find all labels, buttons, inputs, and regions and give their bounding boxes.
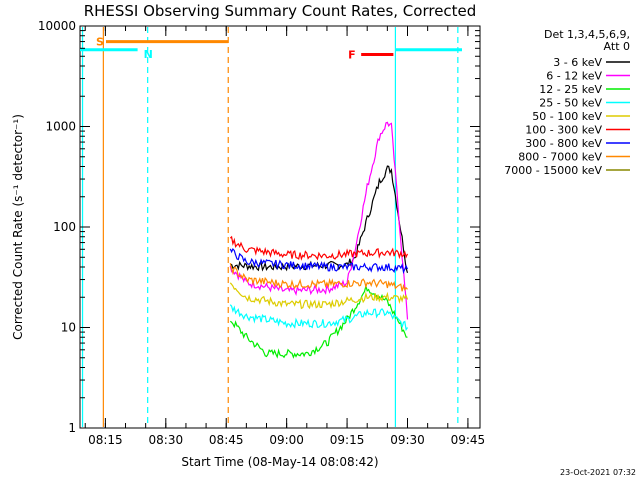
series-line-4 [229,282,409,310]
legend-label: 3 - 6 keV [553,56,602,69]
plot-frame [79,25,481,429]
y-tick-label: 1000 [45,120,76,134]
y-tick-label: 1 [68,421,76,435]
x-tick-label: 08:30 [149,433,184,447]
x-axis-label: Start Time (08-May-14 08:08:42) [181,455,378,469]
legend-label: 300 - 800 keV [525,137,602,150]
plot-border [79,25,481,429]
x-tick-label: 08:45 [209,433,244,447]
legend-label: 50 - 100 keV [532,110,602,123]
series-line-3 [229,304,408,332]
legend-header: Att 0 [604,40,630,53]
y-tick-label: 100 [53,220,76,234]
x-tick-label: 08:15 [88,433,123,447]
legend-label: 6 - 12 keV [546,70,602,83]
chart-title: RHESSI Observing Summary Count Rates, Co… [84,2,477,20]
vertical-markers [81,27,459,427]
x-tick-label: 09:30 [390,433,425,447]
x-axis-ticks: 08:15 08:30 08:45 09:00 09:15 09:30 09:45 [84,26,486,447]
generation-timestamp: 23-Oct-2021 07:32 [560,468,636,477]
series-lines [229,121,409,359]
series-line-0 [230,165,409,273]
x-tick-label: 09:45 [451,433,486,447]
y-tick-label: 10 [61,321,76,335]
series-line-2 [229,283,408,359]
legend-label: 100 - 300 keV [525,124,602,137]
series-line-5 [229,235,409,261]
legend-label: 7000 - 15000 keV [504,164,602,177]
y-tick-label: 10000 [38,19,76,33]
series-line-6 [229,247,409,274]
legend-label: 25 - 50 keV [539,97,602,110]
legend-header: Det 1,3,4,5,6,9, [544,28,630,41]
flare-flag: F [348,49,356,62]
series-line-7 [229,262,408,292]
x-tick-label: 09:15 [330,433,365,447]
annotation-bars: S N F [80,36,462,62]
saa-flag: S [96,36,104,49]
y-axis-label: Corrected Count Rate (s⁻¹ detector⁻¹) [11,114,25,340]
y-axis-ticks: 1 10 100 1000 10000 [38,19,480,435]
night-flag: N [144,48,153,61]
x-tick-label: 09:00 [269,433,304,447]
legend-label: 12 - 25 keV [539,83,602,96]
series-line-1 [229,121,409,320]
legend-label: 800 - 7000 keV [518,151,602,164]
